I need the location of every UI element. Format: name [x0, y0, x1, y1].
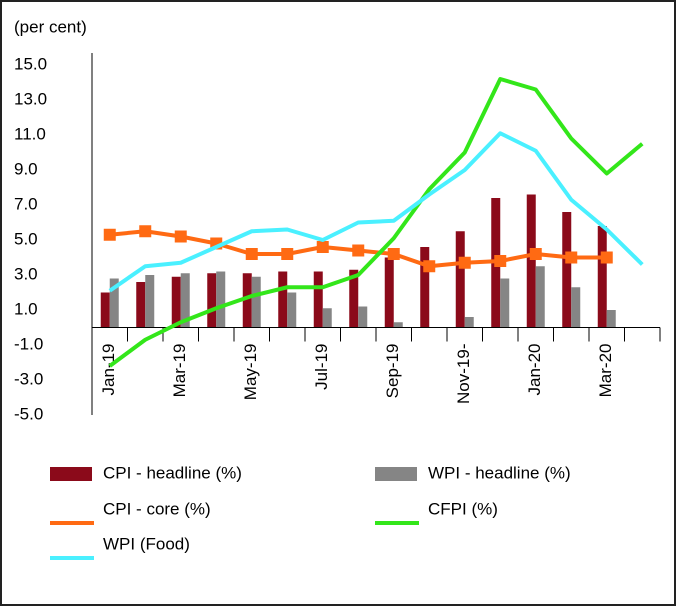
x-tick-label: Nov-19-	[454, 344, 473, 404]
y-tick-label: 7.0	[14, 194, 38, 213]
bar	[100, 292, 110, 328]
x-tick-label: Jul-19	[312, 344, 331, 390]
marker	[281, 248, 294, 260]
bar	[136, 282, 146, 328]
bar	[109, 278, 119, 328]
y-tick-label: 11.0	[14, 124, 46, 143]
y-axis-label: (per cent)	[14, 17, 87, 36]
marker	[458, 256, 471, 269]
legend-swatch	[50, 467, 92, 481]
bar	[171, 276, 181, 328]
y-tick-label: 9.0	[14, 159, 38, 178]
y-tick-label: -3.0	[14, 369, 43, 388]
bar	[322, 308, 332, 328]
y-tick-label: 1.0	[14, 299, 38, 318]
legend-label: WPI - headline (%)	[428, 463, 571, 482]
bar	[384, 257, 394, 328]
bar	[500, 278, 510, 328]
marker	[565, 251, 578, 264]
marker	[103, 228, 116, 241]
bar	[535, 266, 545, 328]
marker	[494, 255, 507, 267]
x-tick-label: Jan-20	[525, 344, 544, 396]
bar	[571, 287, 581, 328]
marker	[174, 230, 187, 243]
bar	[207, 273, 217, 328]
marker	[423, 260, 436, 273]
x-tick-label: Jan-19	[99, 344, 118, 396]
bar	[358, 306, 368, 328]
marker	[387, 248, 400, 260]
marker	[316, 241, 329, 253]
marker	[600, 251, 613, 264]
y-tick-label: 15.0	[14, 54, 47, 73]
bar	[145, 275, 155, 328]
bar	[597, 226, 607, 328]
y-tick-label: -1.0	[14, 334, 43, 353]
bar	[464, 317, 474, 328]
bar	[455, 231, 465, 328]
bar	[420, 247, 430, 328]
legend-label: CFPI (%)	[428, 499, 498, 518]
bar	[313, 271, 323, 328]
y-tick-label: -5.0	[14, 404, 43, 423]
bar	[278, 271, 288, 328]
line-series	[108, 77, 644, 368]
bar	[349, 269, 359, 328]
x-tick-label: Sep-19	[383, 344, 402, 399]
bar	[251, 276, 261, 328]
bar	[562, 212, 572, 328]
legend-label: CPI - core (%)	[103, 499, 211, 518]
legend-label: WPI (Food)	[103, 534, 190, 553]
y-tick-label: 3.0	[14, 264, 38, 283]
bar	[393, 322, 403, 328]
legend-label: CPI - headline (%)	[103, 463, 242, 482]
legend-swatch	[375, 467, 417, 481]
bar	[526, 194, 536, 328]
x-tick-label: May-19	[241, 344, 260, 401]
marker	[139, 225, 152, 238]
bar	[216, 271, 226, 328]
marker	[352, 244, 365, 257]
y-tick-label: 13.0	[14, 89, 47, 108]
bar	[242, 273, 252, 328]
line-series	[108, 131, 644, 293]
bar	[287, 292, 297, 328]
x-tick-label: Mar-19	[170, 344, 189, 398]
y-tick-label: 5.0	[14, 229, 38, 248]
bar	[606, 310, 616, 328]
x-tick-label: Mar-20	[596, 344, 615, 398]
bar	[180, 273, 190, 328]
marker	[529, 248, 542, 260]
marker	[245, 248, 258, 260]
